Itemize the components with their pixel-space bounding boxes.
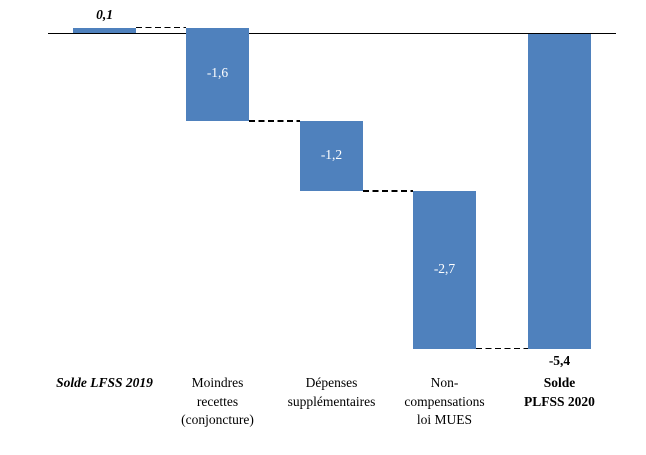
- waterfall-bar: [528, 33, 591, 349]
- waterfall-bar: [186, 27, 249, 122]
- category-label: Solde LFSS 2019: [56, 375, 153, 390]
- bar-value-label: -1,2: [320, 147, 343, 163]
- bar-value-label: -2,7: [433, 260, 456, 276]
- category-label: Solde PLFSS 2020: [524, 375, 595, 409]
- bar-value-label: -5,4: [548, 352, 571, 368]
- bar-value-label: 0,1: [96, 6, 113, 22]
- connector-dashed-line: [363, 190, 413, 192]
- bar-value-label: -1,6: [206, 65, 229, 81]
- connector-dashed-line: [136, 26, 186, 29]
- connector-dashed-line: [476, 347, 528, 350]
- zero-axis-line: [48, 32, 616, 35]
- category-label: Dépenses supplémentaires: [287, 375, 376, 409]
- waterfall-bar: [413, 191, 476, 349]
- category-label: Non- compensations loi MUES: [404, 375, 485, 428]
- waterfall-bar: [73, 27, 136, 34]
- category-label: Moindres recettes (conjoncture): [181, 375, 254, 428]
- connector-dashed-line: [249, 120, 300, 122]
- waterfall-bar: [300, 121, 363, 192]
